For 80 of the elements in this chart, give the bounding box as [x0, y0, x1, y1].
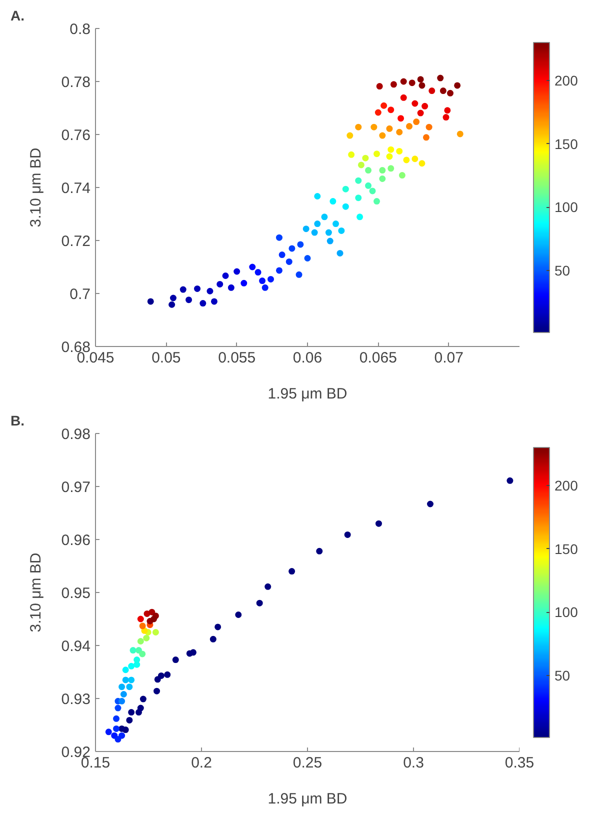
- point: [118, 725, 126, 732]
- y-tick-label: 0.98: [61, 426, 91, 443]
- point: [137, 638, 144, 645]
- point: [136, 709, 142, 716]
- point: [118, 684, 126, 690]
- point: [210, 636, 216, 642]
- x-tick-label: 0.07: [434, 350, 464, 366]
- y-tick-label: 0.76: [61, 127, 91, 144]
- point: [118, 732, 126, 739]
- point: [114, 704, 122, 712]
- point: [150, 616, 158, 622]
- point: [122, 676, 129, 684]
- chart-title: B.: [10, 412, 24, 428]
- point: [126, 716, 133, 724]
- y-tick-label: 0.7: [70, 286, 91, 303]
- point: [130, 647, 136, 654]
- color-bar-label: 200: [554, 477, 578, 494]
- point: [140, 696, 146, 702]
- y-tick-label: 0.72: [61, 233, 91, 250]
- point: [164, 671, 171, 678]
- x-tick-label: 0.3: [403, 754, 424, 772]
- x-axis-title: 1.95 μm BD: [268, 386, 348, 402]
- point: [139, 650, 146, 658]
- point: [214, 624, 222, 630]
- x-tick-label: 0.065: [359, 350, 397, 366]
- y-axis-title: 3.10 μm BD: [27, 148, 44, 228]
- x-tick-label: 0.35: [504, 754, 534, 772]
- point: [375, 520, 382, 527]
- point: [427, 500, 434, 508]
- point: [126, 684, 133, 690]
- point: [172, 656, 179, 664]
- color-bar-label: 100: [554, 199, 578, 216]
- y-tick-label: 0.8: [70, 21, 91, 38]
- point: [154, 676, 161, 683]
- y-tick-label: 0.95: [61, 585, 91, 602]
- point: [113, 725, 120, 732]
- point: [114, 736, 122, 743]
- chart-title: A.: [10, 8, 24, 24]
- y-tick-label: 0.94: [61, 638, 91, 655]
- y-tick-label: 0.93: [61, 691, 91, 708]
- x-tick-label: 0.055: [218, 350, 256, 366]
- point: [235, 612, 242, 618]
- color-bar-label: 100: [554, 604, 578, 620]
- y-tick-label: 0.96: [61, 532, 91, 549]
- point: [264, 583, 272, 590]
- color-bar-label: 200: [554, 72, 578, 88]
- point: [134, 656, 140, 664]
- point: [128, 662, 135, 670]
- x-tick-label: 0.25: [292, 754, 322, 772]
- point: [316, 548, 323, 554]
- point: [158, 672, 164, 679]
- point: [344, 531, 351, 538]
- x-axis-title: 1.95 μm BD: [268, 790, 348, 808]
- point: [154, 688, 160, 694]
- y-tick-label: 0.97: [61, 479, 91, 496]
- point: [128, 676, 135, 684]
- point: [118, 698, 126, 704]
- point: [152, 629, 159, 636]
- point: [120, 691, 127, 698]
- point: [256, 600, 263, 606]
- y-tick-label: 0.74: [61, 180, 91, 197]
- y-tick-label: 0.78: [61, 74, 91, 91]
- point: [143, 634, 150, 642]
- color-bar-label: 50: [554, 667, 570, 684]
- point: [288, 568, 296, 575]
- color-bar-label: 50: [554, 262, 570, 278]
- color-bar-label: 150: [554, 540, 578, 557]
- y-axis-title: 3.10 μm BD: [27, 552, 44, 632]
- x-tick-label: 0.06: [292, 350, 322, 366]
- point: [122, 666, 129, 674]
- point: [113, 715, 120, 722]
- x-tick-label: 0.2: [191, 754, 212, 772]
- point: [137, 616, 144, 622]
- color-bar-label: 150: [554, 136, 578, 152]
- point: [186, 650, 193, 657]
- x-tick-label: 0.05: [152, 350, 181, 366]
- point: [128, 709, 135, 716]
- point: [105, 728, 112, 736]
- point: [506, 477, 514, 484]
- point: [139, 622, 146, 630]
